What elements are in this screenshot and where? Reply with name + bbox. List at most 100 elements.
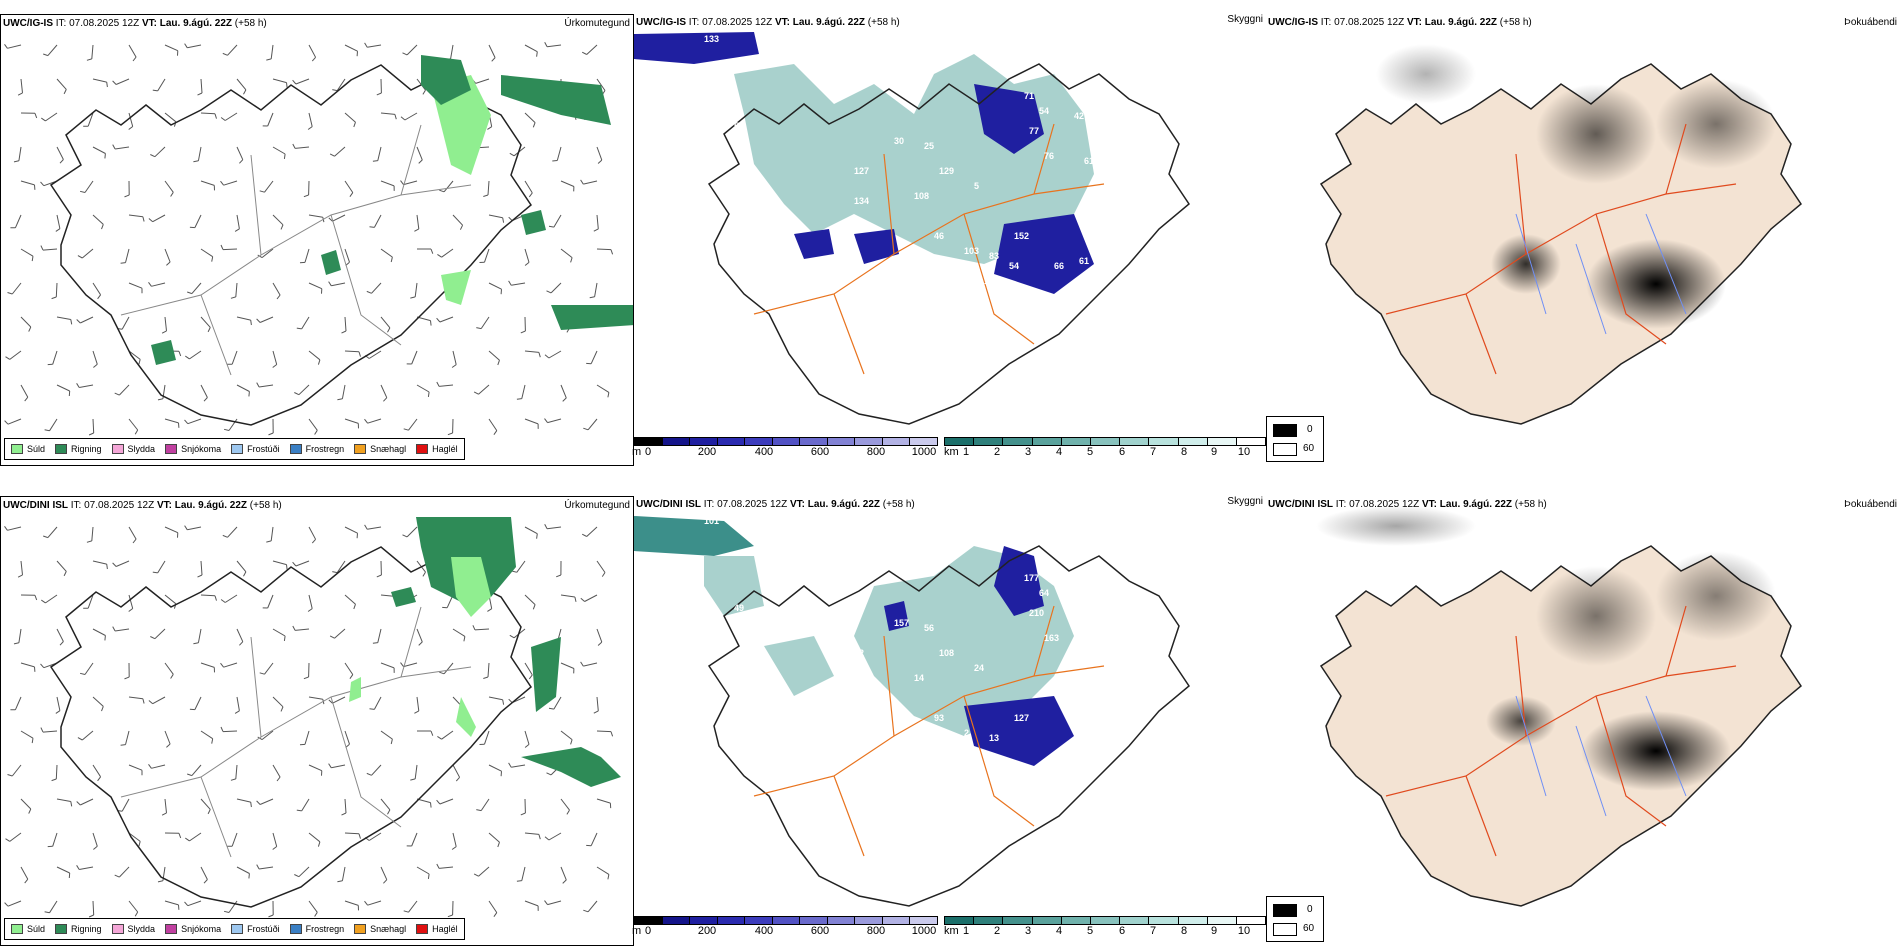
legend-swatch xyxy=(289,924,302,934)
wind-barb xyxy=(336,560,346,573)
wind-barb xyxy=(164,316,167,331)
wind-barb-feather xyxy=(487,608,492,612)
wind-barb xyxy=(553,214,562,228)
wind-barb-feather xyxy=(387,809,391,815)
wind-barb-feather xyxy=(5,838,11,842)
visibility-value-label: 63 xyxy=(1094,618,1104,628)
wind-barb-feather xyxy=(439,189,445,193)
wind-barb xyxy=(367,900,382,906)
cloud-base-color-step xyxy=(717,917,746,924)
visibility-value-label: 83 xyxy=(989,251,999,261)
wind-barb-feather xyxy=(128,126,133,130)
wind-barb xyxy=(79,866,94,870)
wind-barb-feather xyxy=(353,604,356,610)
wind-barb-feather xyxy=(256,382,260,388)
wind-barb xyxy=(56,78,67,90)
wind-barb xyxy=(18,628,22,643)
wind-barb xyxy=(380,112,395,115)
wind-barb xyxy=(272,560,287,566)
wind-barb-feather xyxy=(5,356,11,360)
wind-barb-feather xyxy=(59,159,64,164)
wind-barb xyxy=(200,112,216,115)
wind-barb xyxy=(334,628,346,639)
wind-barb xyxy=(416,696,420,711)
wind-barb xyxy=(224,112,238,121)
visibility-value-label: 66 xyxy=(1054,261,1064,271)
wind-barb-feather xyxy=(272,846,278,850)
wind-barb-feather xyxy=(76,801,81,806)
wind-barb xyxy=(47,526,58,538)
wind-barb xyxy=(52,832,58,847)
wind-barb xyxy=(164,798,167,813)
wind-barb-feather xyxy=(314,430,318,435)
wind-barb-feather xyxy=(230,296,236,299)
wind-barb xyxy=(81,248,94,259)
wind-barb xyxy=(236,214,240,229)
wind-barb xyxy=(121,798,130,812)
wind-barb xyxy=(92,696,104,707)
wind-barb xyxy=(596,78,606,91)
wind-barb xyxy=(121,316,130,330)
wind-barb xyxy=(452,764,461,778)
wind-barb xyxy=(488,696,503,701)
wind-barb-feather xyxy=(508,698,513,704)
product-title: Þokuábendi xyxy=(1844,499,1897,510)
wind-barb xyxy=(49,418,58,432)
wind-barb xyxy=(521,866,526,881)
wind-barb xyxy=(560,730,573,740)
cloud-base-color-step xyxy=(855,438,883,445)
precip-type-panel-row1: UWC/IG-IS IT: 07.08.2025 12Z VT: Lau. 9.… xyxy=(0,14,634,466)
wind-barb-feather xyxy=(220,117,226,121)
wind-barb xyxy=(189,350,202,360)
legend-item: Frostregn xyxy=(289,924,344,934)
wind-barb xyxy=(223,180,238,186)
wind-barb xyxy=(524,44,538,53)
wind-barb xyxy=(20,560,23,575)
wind-barb-feather xyxy=(364,42,368,48)
wind-barb-feather xyxy=(268,914,274,918)
wind-barb xyxy=(49,900,58,914)
roads xyxy=(753,605,1105,857)
wind-barb-feather xyxy=(538,352,541,358)
wind-barb-feather xyxy=(528,674,533,680)
visibility-value-label: 101 xyxy=(704,516,719,526)
wind-barb xyxy=(55,282,58,298)
wind-barb-feather xyxy=(230,778,236,781)
visibility-value-label: 2 xyxy=(964,728,969,738)
wind-barb xyxy=(344,832,360,835)
wind-barb-feather xyxy=(185,837,190,842)
wind-barb xyxy=(87,112,94,127)
wind-barb-feather xyxy=(197,574,203,578)
wind-barb-feather xyxy=(40,245,44,251)
wind-barb-feather xyxy=(239,641,244,646)
wind-barb xyxy=(295,78,310,85)
wind-barb xyxy=(560,180,575,187)
legend-item: Súld xyxy=(11,924,45,934)
cloud-base-colorbar: m 0 200 400 600 800 1000 xyxy=(632,437,938,458)
wind-barb xyxy=(92,764,102,778)
wind-barb xyxy=(164,112,177,123)
wind-barb xyxy=(524,418,539,425)
wind-barb-feather xyxy=(276,776,281,782)
wind-barb-feather xyxy=(207,809,211,815)
wind-barb-feather xyxy=(51,778,57,782)
wind-barb-feather xyxy=(410,778,416,781)
wind-barb-feather xyxy=(97,294,101,300)
wind-barb-feather xyxy=(40,727,44,733)
legend-item: Snjókoma xyxy=(165,924,221,934)
wind-barb-feather xyxy=(88,432,94,436)
fog-areas xyxy=(1376,44,1776,329)
wind-barb-feather xyxy=(4,420,9,425)
visibility-value-label: 54 xyxy=(1039,106,1049,116)
wind-barb-feather xyxy=(148,282,152,287)
wind-barb xyxy=(344,248,350,263)
wind-barb-feather xyxy=(4,44,8,49)
wind-barb xyxy=(488,44,496,58)
visibility-value-label: 134 xyxy=(854,196,869,206)
wind-barb xyxy=(560,384,567,399)
wind-barb-feather xyxy=(79,672,86,675)
wind-barb xyxy=(474,628,490,631)
visibility-value-label: 14 xyxy=(914,673,924,683)
visibility-value-label: 76 xyxy=(1044,151,1054,161)
wind-barb-feather xyxy=(358,351,361,357)
